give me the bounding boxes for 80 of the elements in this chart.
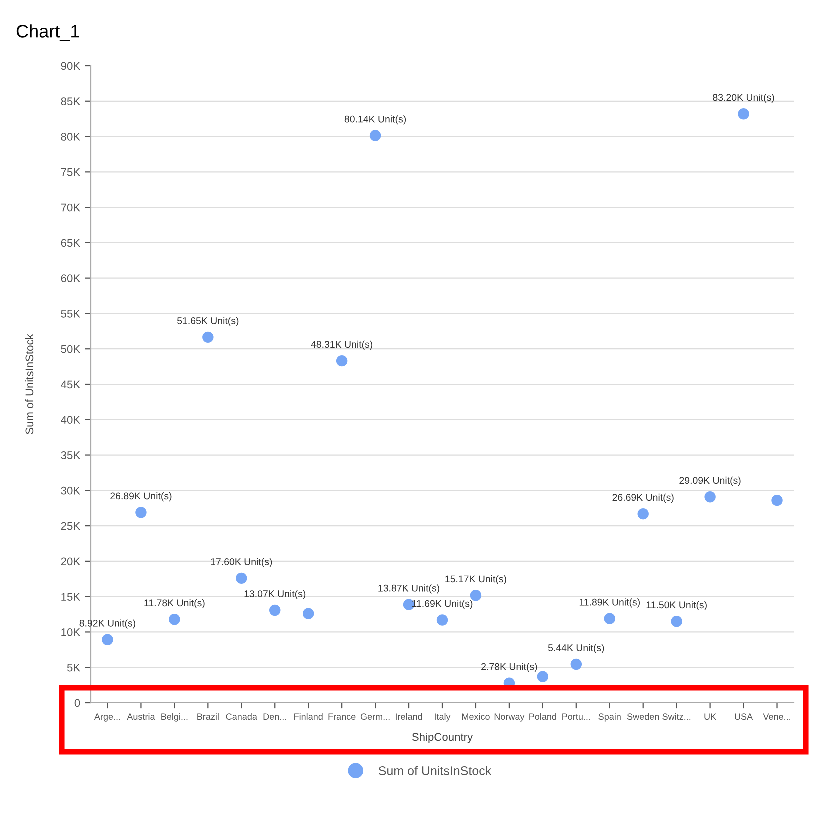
x-tick-label: Italy — [435, 713, 451, 722]
point — [169, 614, 180, 626]
point — [738, 108, 750, 120]
point — [570, 658, 582, 670]
x-tick-label: UK — [704, 714, 716, 720]
x-tick-label: Switz... — [662, 713, 691, 720]
data-label: 2.78K Unit(s) — [482, 663, 538, 672]
y-tick-label: 80K — [61, 133, 80, 141]
x-tick-label: Belgi... — [162, 713, 188, 722]
x-tick-label: Finland — [294, 713, 323, 720]
point — [236, 572, 248, 584]
x-tick-label: Spain — [598, 713, 621, 722]
x-tick-label: Germ... — [360, 714, 390, 720]
data-label: 13.07K Unit(s) — [244, 590, 306, 600]
y-tick-label: 20K — [61, 558, 80, 566]
x-tick-label: Poland — [530, 713, 556, 720]
point — [470, 590, 482, 602]
y-tick-label: 50K — [61, 345, 80, 354]
y-tick-label: 75K — [61, 168, 80, 176]
y-tick-label: 40K — [61, 416, 80, 424]
y-tick-label: 65K — [61, 239, 80, 248]
y-tick-label: 25K — [61, 522, 80, 530]
data-label: 48.31K Unit(s) — [311, 340, 373, 350]
point — [638, 508, 649, 520]
point — [604, 613, 616, 624]
data-label: 29.09K Unit(s) — [680, 476, 741, 486]
point — [671, 616, 682, 628]
x-tick-label: France — [328, 714, 356, 720]
data-label: 13.87K Unit(s) — [378, 584, 440, 594]
point — [102, 634, 114, 646]
x-tick-label: Den... — [264, 714, 286, 720]
x-tick-label: Norway — [494, 714, 525, 722]
y-tick-label: 85K — [61, 98, 80, 106]
y-axis-title: Sum of UnitsInStock — [25, 334, 34, 434]
data-label: 5.44K Unit(s) — [548, 644, 604, 654]
x-tick-label: Austria — [127, 713, 156, 720]
point — [302, 608, 314, 620]
y-tick-label: 35K — [61, 452, 80, 460]
x-tick-label: Ireland — [396, 713, 422, 720]
point — [370, 130, 382, 142]
point — [202, 332, 214, 344]
x-tick-label: Arge... — [94, 714, 120, 722]
data-label: 83.20K Unit(s) — [713, 94, 774, 104]
data-label: 11.78K Unit(s) — [144, 599, 205, 609]
x-tick-label: Canada — [226, 713, 258, 720]
data-label: 51.65K Unit(s) — [177, 317, 239, 326]
data-label: 11.89K Unit(s) — [580, 598, 640, 608]
data-label: 11.50K Unit(s) — [646, 601, 707, 610]
y-tick-label: 30K — [61, 486, 80, 495]
y-tick-label: 0 — [74, 699, 80, 708]
y-tick-label: 15K — [62, 593, 80, 601]
data-label: 26.89K Unit(s) — [110, 492, 172, 502]
point — [772, 494, 783, 506]
legend-label: Sum of UnitsInStock — [378, 766, 492, 776]
x-tick-label: Brazil — [198, 713, 219, 720]
data-label: 8.92K Unit(s) — [80, 620, 136, 629]
data-label: 80.14K Unit(s) — [344, 116, 406, 125]
point — [136, 507, 147, 518]
x-axis-title: ShipCountry — [412, 732, 474, 744]
x-tick-label: Sweden — [627, 713, 660, 720]
y-tick-label: 10K — [62, 628, 80, 636]
data-label: 26.69K Unit(s) — [612, 494, 674, 503]
x-tick-label: Mexico — [462, 713, 490, 720]
point — [537, 671, 549, 682]
y-tick-label: 70K — [61, 204, 80, 212]
data-label: 15.17K Unit(s) — [446, 575, 506, 585]
data-label: 17.60K Unit(s) — [211, 558, 272, 568]
point — [704, 492, 716, 503]
y-tick-label: 60K — [61, 274, 80, 282]
y-tick-label: 90K — [61, 62, 80, 70]
y-tick-label: 45K — [61, 380, 80, 389]
point — [336, 355, 348, 367]
x-tick-label: Portu... — [562, 714, 590, 720]
chart-title: Chart_1 — [16, 24, 80, 42]
point — [270, 604, 281, 616]
x-tick-label: USA — [735, 714, 754, 720]
y-tick-label: 55K — [61, 310, 80, 318]
x-tick-label: Vene... — [763, 714, 790, 720]
y-tick-label: 5K — [67, 664, 80, 672]
point — [436, 614, 448, 626]
